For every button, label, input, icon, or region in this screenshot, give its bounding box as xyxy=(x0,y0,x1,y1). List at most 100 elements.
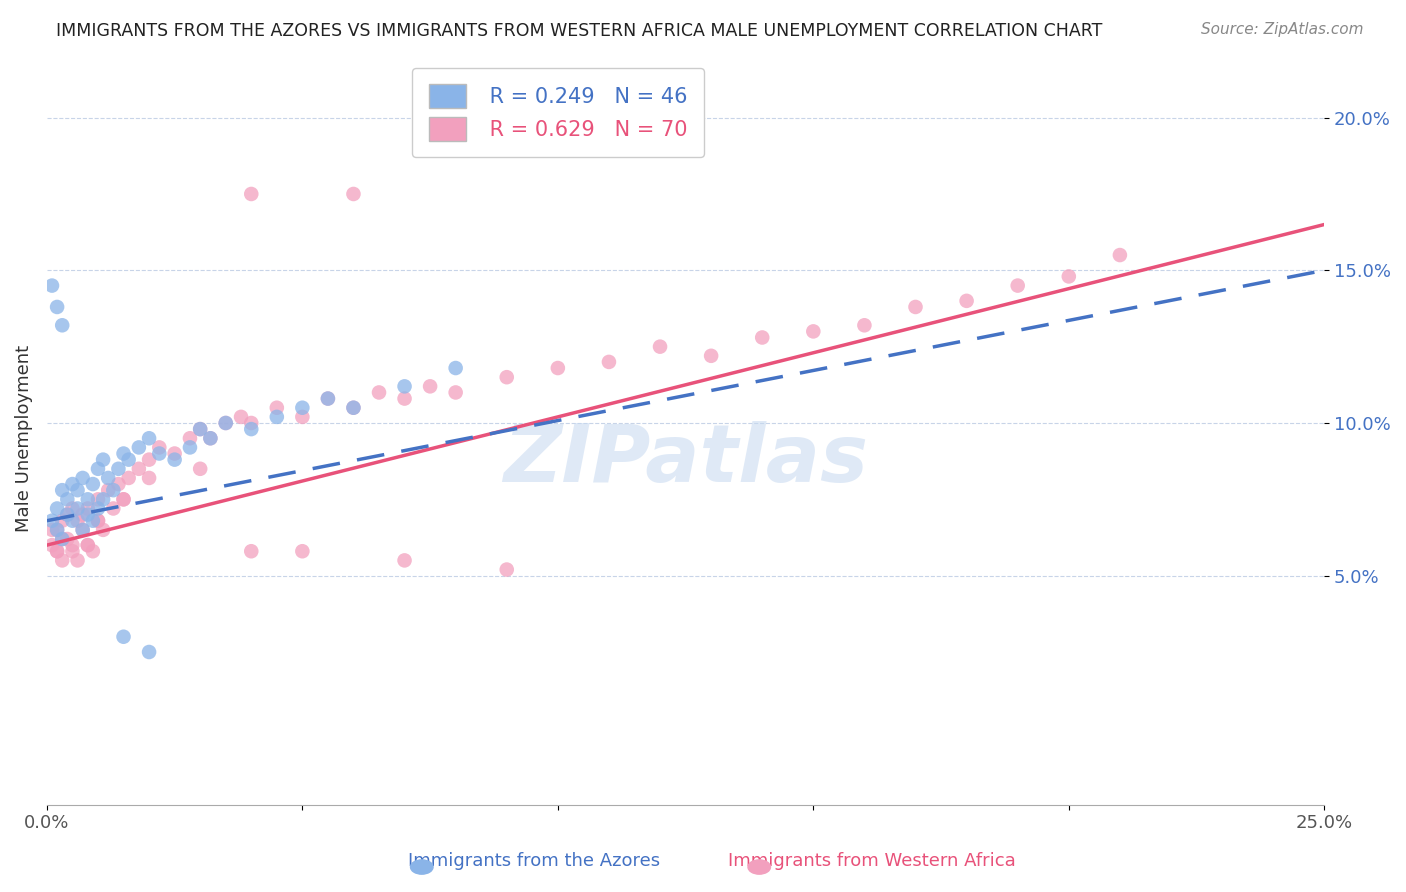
Point xyxy=(112,492,135,507)
Point xyxy=(342,401,364,415)
Point xyxy=(62,544,84,558)
Point xyxy=(51,532,73,546)
Point xyxy=(163,446,186,460)
Point xyxy=(394,379,416,393)
Point xyxy=(66,483,89,498)
Point xyxy=(62,477,84,491)
Point xyxy=(188,462,211,476)
Point xyxy=(112,446,135,460)
Point xyxy=(128,441,150,455)
Point xyxy=(87,514,110,528)
Point xyxy=(112,492,135,507)
Point xyxy=(368,385,391,400)
Point xyxy=(179,431,201,445)
Point xyxy=(266,401,288,415)
Point xyxy=(291,544,314,558)
Point xyxy=(46,544,69,558)
Point xyxy=(751,330,773,344)
Point xyxy=(240,544,263,558)
Point xyxy=(188,422,211,436)
Point xyxy=(62,538,84,552)
Point xyxy=(163,452,186,467)
Point xyxy=(266,409,288,424)
Point xyxy=(41,538,63,552)
Point xyxy=(46,523,69,537)
Point xyxy=(56,508,79,522)
Point xyxy=(215,416,238,430)
Point xyxy=(495,370,517,384)
Point xyxy=(103,483,125,498)
Point xyxy=(46,300,69,314)
Point xyxy=(91,452,114,467)
Text: Source: ZipAtlas.com: Source: ZipAtlas.com xyxy=(1201,22,1364,37)
Point xyxy=(291,409,314,424)
Point xyxy=(700,349,723,363)
Point xyxy=(240,186,263,201)
Point xyxy=(66,501,89,516)
Point xyxy=(117,471,139,485)
Point xyxy=(598,355,620,369)
Point xyxy=(76,538,98,552)
Point xyxy=(76,538,98,552)
Point xyxy=(82,544,104,558)
Point xyxy=(179,441,201,455)
Point xyxy=(240,422,263,436)
Point xyxy=(87,492,110,507)
Point xyxy=(51,532,73,546)
Text: IMMIGRANTS FROM THE AZORES VS IMMIGRANTS FROM WESTERN AFRICA MALE UNEMPLOYMENT C: IMMIGRANTS FROM THE AZORES VS IMMIGRANTS… xyxy=(56,22,1102,40)
Point xyxy=(107,477,129,491)
Point xyxy=(46,501,69,516)
Point xyxy=(495,563,517,577)
Point xyxy=(128,462,150,476)
Point xyxy=(87,462,110,476)
Point xyxy=(200,431,222,445)
Point xyxy=(1007,278,1029,293)
Point xyxy=(51,318,73,333)
Point xyxy=(87,514,110,528)
Point xyxy=(97,483,120,498)
Point xyxy=(648,340,671,354)
Point xyxy=(1109,248,1132,262)
Point xyxy=(955,293,977,308)
Point xyxy=(51,483,73,498)
Point xyxy=(394,392,416,406)
Point xyxy=(188,422,211,436)
Point xyxy=(41,523,63,537)
Point xyxy=(215,416,238,430)
Point xyxy=(46,544,69,558)
Point xyxy=(82,514,104,528)
Point xyxy=(76,501,98,516)
Point xyxy=(56,508,79,522)
Point xyxy=(46,523,69,537)
Point xyxy=(91,492,114,507)
Point xyxy=(112,630,135,644)
Point xyxy=(51,553,73,567)
Point xyxy=(138,645,160,659)
Point xyxy=(904,300,927,314)
Point xyxy=(291,401,314,415)
Point xyxy=(547,361,569,376)
Point xyxy=(76,508,98,522)
Point xyxy=(72,471,94,485)
Point xyxy=(103,501,125,516)
Point xyxy=(148,446,170,460)
Text: Immigrants from Western Africa: Immigrants from Western Africa xyxy=(728,852,1015,870)
Point xyxy=(97,471,120,485)
Legend:  R = 0.249   N = 46,  R = 0.629   N = 70: R = 0.249 N = 46, R = 0.629 N = 70 xyxy=(412,68,704,157)
Point xyxy=(56,492,79,507)
Text: Immigrants from the Azores: Immigrants from the Azores xyxy=(408,852,661,870)
Point xyxy=(419,379,441,393)
Point xyxy=(1057,269,1080,284)
Point xyxy=(229,409,252,424)
Point xyxy=(72,523,94,537)
Text: ZIPatlas: ZIPatlas xyxy=(503,421,868,500)
Point xyxy=(107,462,129,476)
Point xyxy=(82,477,104,491)
Point xyxy=(200,431,222,445)
Point xyxy=(72,508,94,522)
Point xyxy=(138,431,160,445)
Point xyxy=(117,452,139,467)
Point xyxy=(51,514,73,528)
Point xyxy=(72,523,94,537)
Point xyxy=(62,501,84,516)
